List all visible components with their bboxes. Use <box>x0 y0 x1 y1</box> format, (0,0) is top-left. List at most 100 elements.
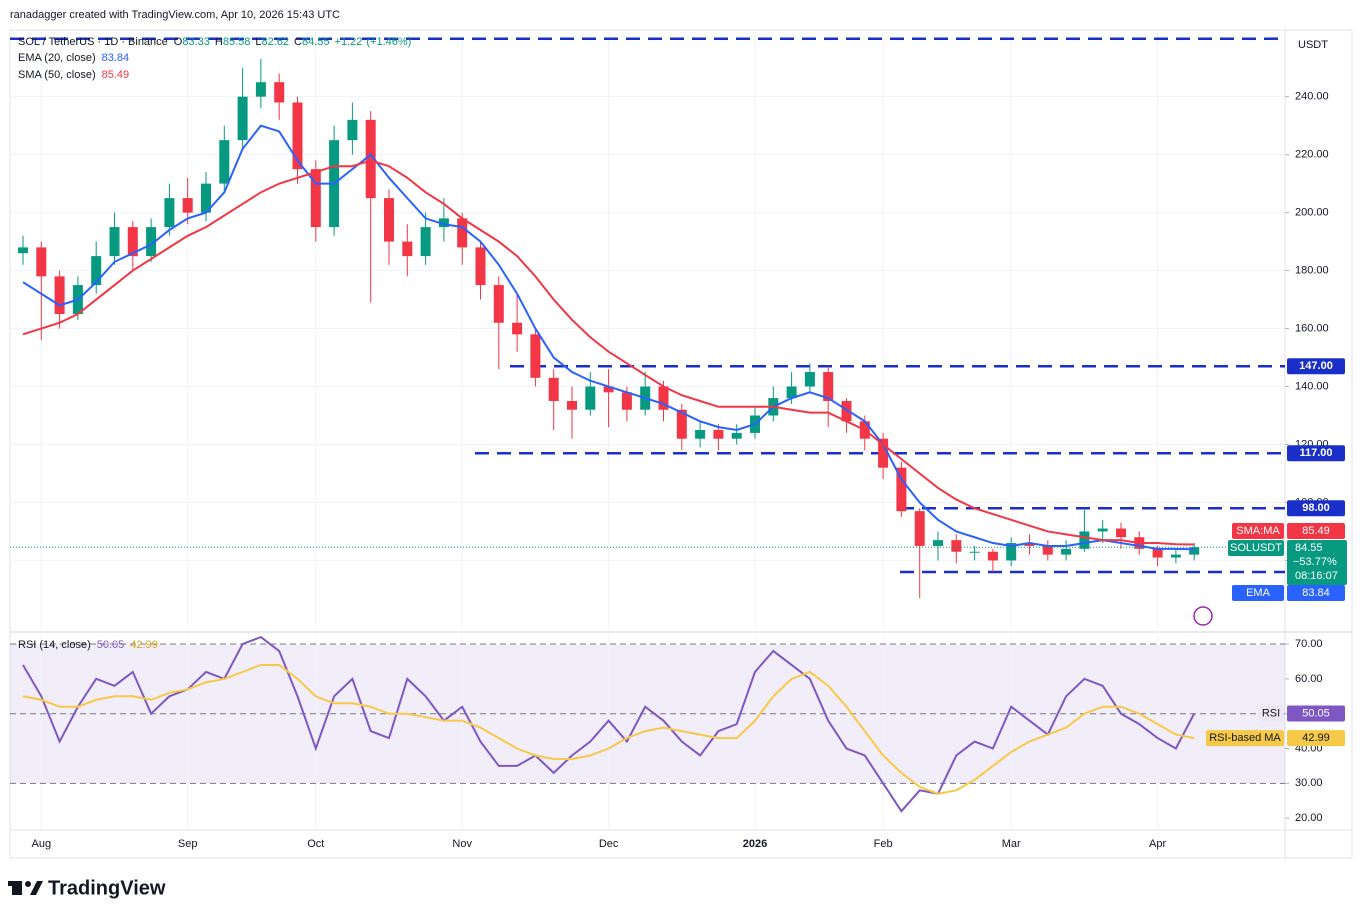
candle-body <box>1024 543 1035 546</box>
candle-body <box>127 227 138 257</box>
candle-body <box>292 102 303 170</box>
candle-body <box>530 334 541 378</box>
candle-body <box>548 377 559 402</box>
rsi-ma-value: 42.99 <box>130 639 158 651</box>
level-label: 117.00 <box>1299 447 1332 459</box>
candle-body <box>1170 554 1181 558</box>
y-tick-label: 220.00 <box>1295 149 1329 161</box>
x-tick-label: Aug <box>32 838 52 850</box>
level-badge <box>1287 358 1345 375</box>
candle-body <box>786 386 797 399</box>
candle-body <box>658 386 669 410</box>
candle-body <box>182 198 193 213</box>
candle-body <box>146 227 157 257</box>
y-tick-label: 200.00 <box>1295 207 1329 219</box>
x-tick-label: 2026 <box>743 838 767 850</box>
candle-body <box>1189 547 1200 555</box>
low-label: L <box>255 36 261 48</box>
x-tick-label: Nov <box>452 838 472 850</box>
last-price-badge <box>1287 540 1347 585</box>
badge-value: 83.84 <box>1302 587 1330 599</box>
candle-body <box>310 169 321 228</box>
high: 85.58 <box>223 36 251 48</box>
currency: USDT <box>1298 39 1328 51</box>
x-tick-label: Sep <box>178 838 198 850</box>
badge-name: RSI <box>1262 707 1280 719</box>
candle-body <box>274 82 285 103</box>
y-tick-label: 20.00 <box>1295 812 1323 824</box>
candle-body <box>878 438 889 468</box>
candle-body <box>713 430 724 439</box>
series-line <box>22 663 1195 795</box>
low: 82.62 <box>262 36 290 48</box>
candle-body <box>585 386 596 410</box>
badge-name: RSI-based MA <box>1209 732 1281 744</box>
candle-body <box>1061 548 1072 555</box>
symbol: SOL / TetherUS · 1D · Binance <box>18 36 168 48</box>
y-tick-label: 70.00 <box>1295 638 1323 650</box>
logo-shape <box>25 881 31 887</box>
candle-body <box>731 432 742 439</box>
candle-body <box>914 511 925 546</box>
candle-body <box>695 430 706 439</box>
rsi-title: RSI (14, close) <box>18 639 91 651</box>
series-line <box>22 159 1195 546</box>
series-line <box>22 635 1196 813</box>
brand: TradingView <box>48 877 166 899</box>
candle-body <box>969 551 980 553</box>
last-change: −53.77% <box>1293 556 1337 568</box>
candle-body <box>621 392 632 410</box>
badge-value: 50.05 <box>1302 707 1330 719</box>
brand-logo: TradingView <box>8 877 166 899</box>
candle-body <box>475 247 486 286</box>
badge-name-bg <box>1258 705 1284 722</box>
badge-name: EMA <box>1246 587 1271 599</box>
candle-body <box>402 241 413 257</box>
candle-body <box>603 386 614 393</box>
candle-body <box>823 372 834 402</box>
badge-name-bg <box>1206 730 1284 747</box>
candle-body <box>512 322 523 335</box>
x-tick-label: Mar <box>1002 838 1021 850</box>
sma-legend: SMA (50, close) 85.49 <box>18 69 129 81</box>
close: 84.55 <box>302 36 330 48</box>
candle-body <box>951 540 962 552</box>
candle-body <box>420 227 431 257</box>
candle-body <box>457 218 468 248</box>
candle-body <box>201 183 211 213</box>
y-tick-label: 240.00 <box>1295 91 1329 103</box>
open-label: O <box>174 36 183 48</box>
candle-body <box>18 247 28 254</box>
plot: 80.00100.00120.00140.00160.00180.00200.0… <box>10 30 1347 850</box>
ema-legend: EMA (20, close) 83.84 <box>18 52 129 64</box>
badge-value-bg <box>1287 523 1345 539</box>
y-tick-label: 180.00 <box>1295 264 1329 276</box>
badge-name-bg <box>1232 585 1284 601</box>
badge-value-bg <box>1287 730 1345 747</box>
badge-name-bg <box>1228 540 1284 556</box>
candle-body <box>219 140 230 184</box>
candle-body <box>1116 528 1126 538</box>
candle-body <box>1006 543 1017 561</box>
x-tick-label: Dec <box>599 838 619 850</box>
candle-body <box>347 119 358 141</box>
badge-value: 85.49 <box>1302 525 1330 537</box>
level-label: 147.00 <box>1299 360 1333 372</box>
candle-body <box>1152 548 1163 558</box>
badge-name-bg <box>1232 523 1284 539</box>
candle-body <box>1042 545 1053 555</box>
change-pct: (+1.46%) <box>366 36 411 48</box>
candle-body <box>841 401 852 422</box>
candle-body <box>493 285 504 323</box>
badge-value-bg <box>1287 585 1345 601</box>
candle-body <box>933 540 943 546</box>
y-tick-label: 60.00 <box>1295 673 1323 685</box>
candle-body <box>365 119 376 199</box>
badge-name: SOLUSDT <box>1230 542 1282 554</box>
sma-value: 85.49 <box>102 69 130 81</box>
level-badge <box>1287 500 1345 517</box>
candle-body <box>91 256 102 286</box>
alert-icon <box>1193 606 1213 626</box>
candle-body <box>1097 528 1108 532</box>
